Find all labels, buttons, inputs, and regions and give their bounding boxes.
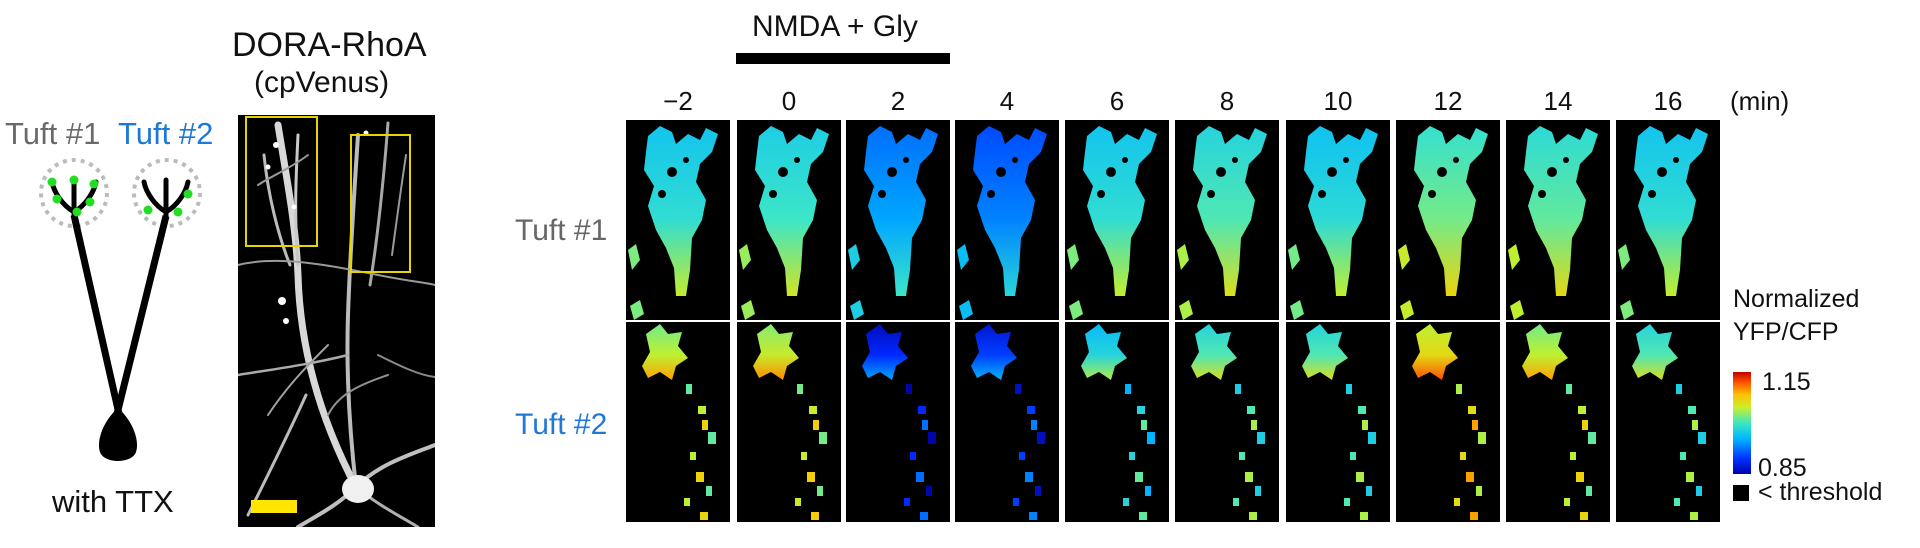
tuft2-ratio-tile xyxy=(737,322,841,522)
tuft2-outline xyxy=(132,158,202,228)
condition-label: with TTX xyxy=(52,484,174,519)
time-label: 14 xyxy=(1543,86,1573,116)
tuft2-ratio-tile xyxy=(846,322,950,522)
tuft1-ratio-tile xyxy=(737,120,841,320)
tuft1-ratio-tile xyxy=(1616,120,1720,320)
tuft1-spines xyxy=(47,175,99,217)
time-label: 12 xyxy=(1433,86,1463,116)
soma-bright xyxy=(342,475,374,503)
time-label: 2 xyxy=(890,86,906,116)
tuft1-ratio-tile xyxy=(1065,120,1169,320)
tuft2-ratio-tile xyxy=(1065,322,1169,522)
tuft1-ratio-tile xyxy=(846,120,950,320)
tuft2-ratio-tile xyxy=(1286,322,1390,522)
tuft2-ratio-tile xyxy=(1616,322,1720,522)
tuft1-ratio-tile xyxy=(1175,120,1279,320)
tuft1-outline xyxy=(39,158,109,228)
colorbar-min: 0.85 xyxy=(1758,454,1807,482)
tuft2-label: Tuft #2 xyxy=(118,116,214,151)
scale-bar xyxy=(251,500,297,513)
threshold-swatch xyxy=(1733,485,1749,501)
tuft1-ratio-tile xyxy=(1286,120,1390,320)
tuft1-ratio-tile xyxy=(1506,120,1610,320)
micrograph-subtitle: (cpVenus) xyxy=(254,66,390,99)
tuft1-ratio-tile xyxy=(626,120,730,320)
tuft1-ratio-tile xyxy=(1396,120,1500,320)
tuft2-spines xyxy=(143,189,193,217)
soma xyxy=(98,408,138,461)
colorbar-title-line2: YFP/CFP xyxy=(1733,318,1839,346)
neurite-image xyxy=(238,121,435,527)
colorbar-title-line1: Normalized xyxy=(1733,285,1860,313)
time-label: 8 xyxy=(1219,86,1235,116)
micrograph-title: DORA-RhoA xyxy=(232,26,427,64)
dora-rhoa-micrograph xyxy=(238,115,435,527)
tuft2-ratio-tile xyxy=(1396,322,1500,522)
tuft2-branches xyxy=(141,177,191,219)
time-label: 16 xyxy=(1653,86,1683,116)
tuft1-roi-box xyxy=(245,116,318,247)
tuft2-roi-box xyxy=(350,134,411,273)
time-label: 10 xyxy=(1323,86,1353,116)
stimulus-bar xyxy=(736,53,950,64)
colorbar-max: 1.15 xyxy=(1762,368,1811,396)
neuron-schematic xyxy=(39,158,202,461)
row-label-tuft1: Tuft #1 xyxy=(515,214,608,247)
tuft1-label: Tuft #1 xyxy=(5,116,101,151)
time-label: 4 xyxy=(999,86,1015,116)
tuft2-ratio-tile xyxy=(1175,322,1279,522)
dendrite-shaft-2 xyxy=(113,215,170,415)
colorbar-title: Normalized YFP/CFP xyxy=(1733,283,1859,349)
threshold-label: < threshold xyxy=(1758,478,1883,506)
tuft2-ratio-tile xyxy=(955,322,1059,522)
row-label-tuft2: Tuft #2 xyxy=(515,408,608,441)
time-label: 0 xyxy=(781,86,797,116)
dendrite-shaft-1 xyxy=(70,214,123,415)
stimulus-label: NMDA + Gly xyxy=(752,10,918,43)
tuft2-ratio-tile xyxy=(1506,322,1610,522)
time-unit-label: (min) xyxy=(1730,86,1790,116)
time-label: −2 xyxy=(663,86,693,116)
time-label: 6 xyxy=(1109,86,1125,116)
colorbar-gradient xyxy=(1733,372,1751,474)
tuft2-ratio-tile xyxy=(626,322,730,522)
tuft1-ratio-tile xyxy=(955,120,1059,320)
